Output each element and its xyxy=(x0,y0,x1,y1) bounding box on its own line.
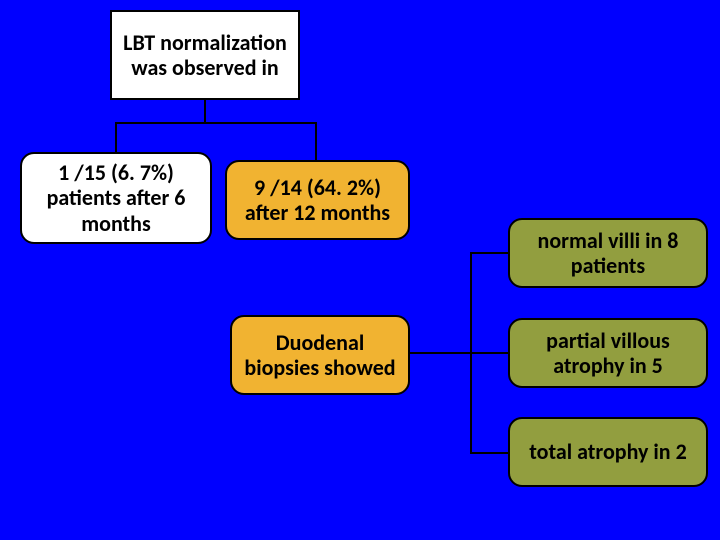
connector-1 xyxy=(115,122,315,124)
node-villi_partial: partial villous atrophy in 5 xyxy=(508,318,708,388)
node-right12m: 9 /14 (64. 2%) after 12 months xyxy=(225,160,410,240)
connector-7 xyxy=(470,352,508,354)
node-root-label: LBT normalization was observed in xyxy=(120,30,290,81)
connector-4 xyxy=(410,352,470,354)
connector-6 xyxy=(470,252,508,254)
node-villi_normal: normal villi in 8 patients xyxy=(508,218,708,288)
connector-3 xyxy=(315,122,317,160)
connector-0 xyxy=(204,100,206,122)
node-biopsies: Duodenal biopsies showed xyxy=(230,315,410,395)
node-villi_partial-label: partial villous atrophy in 5 xyxy=(518,328,698,379)
node-villi_total: total atrophy in 2 xyxy=(508,417,708,487)
node-right12m-label: 9 /14 (64. 2%) after 12 months xyxy=(235,175,400,226)
node-villi_total-label: total atrophy in 2 xyxy=(529,439,687,464)
node-biopsies-label: Duodenal biopsies showed xyxy=(240,330,400,381)
node-root: LBT normalization was observed in xyxy=(110,10,300,100)
connector-8 xyxy=(470,452,508,454)
node-left6m-label: 1 /15 (6. 7%) patients after 6 months xyxy=(30,160,202,236)
node-villi_normal-label: normal villi in 8 patients xyxy=(518,228,698,279)
node-left6m: 1 /15 (6. 7%) patients after 6 months xyxy=(20,152,212,244)
connector-2 xyxy=(115,122,117,152)
